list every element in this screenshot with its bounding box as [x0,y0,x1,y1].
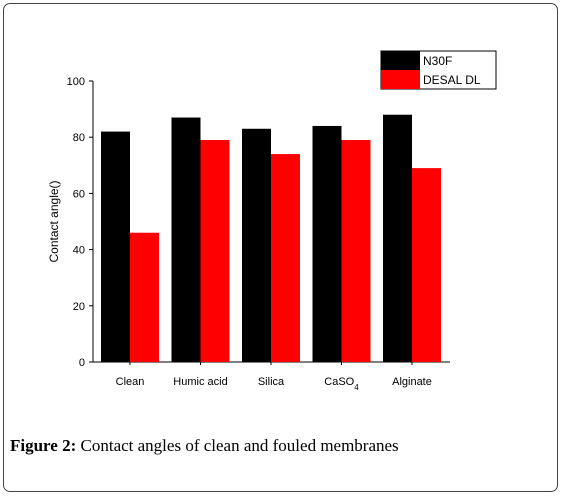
bar-n30f-clean [101,131,130,362]
y-tick-label: 40 [73,245,85,257]
x-tick-label: Humic acid [173,376,227,388]
legend-swatch [381,70,420,89]
bar-desal-dl-clean [130,232,159,362]
x-tick-label: Clean [116,376,145,388]
y-axis-title: Contact angle() [47,180,61,262]
figure-caption: Figure 2: Contact angles of clean and fo… [10,436,399,456]
bar-n30f-caso4 [312,125,342,363]
bar-chart: 0 20 40 60 80 100 Contact angle() Clean Humic ac… [47,50,497,392]
caption-text: Contact angles of clean and fouled membr… [76,436,399,455]
bar-n30f-alginate [383,114,412,362]
y-tick-label: 20 [73,301,85,313]
x-tick-label: Alginate [392,376,432,388]
y-tick-label: 100 [67,76,85,88]
y-tick-label: 80 [73,132,85,144]
x-tick-label: Silica [258,376,285,388]
bar-n30f-humic-acid [171,117,201,362]
bar-desal-dl-alginate [412,168,441,362]
legend-swatch [381,51,420,70]
bar-desal-dl-humic-acid [200,140,230,362]
chart-bars [101,114,441,363]
y-tick-label: 0 [79,357,85,369]
y-tick-label: 60 [73,188,85,200]
chart-legend: N30F DESAL DL [380,50,497,90]
bar-desal-dl-silica [271,154,300,362]
legend-label: N30F [423,54,452,68]
caption-label: Figure 2: [10,436,77,455]
x-tick-label: CaSO4 [324,376,359,392]
legend-label: DESAL DL [423,73,481,87]
bar-n30f-silica [242,128,271,362]
bar-desal-dl-caso4 [341,140,371,362]
